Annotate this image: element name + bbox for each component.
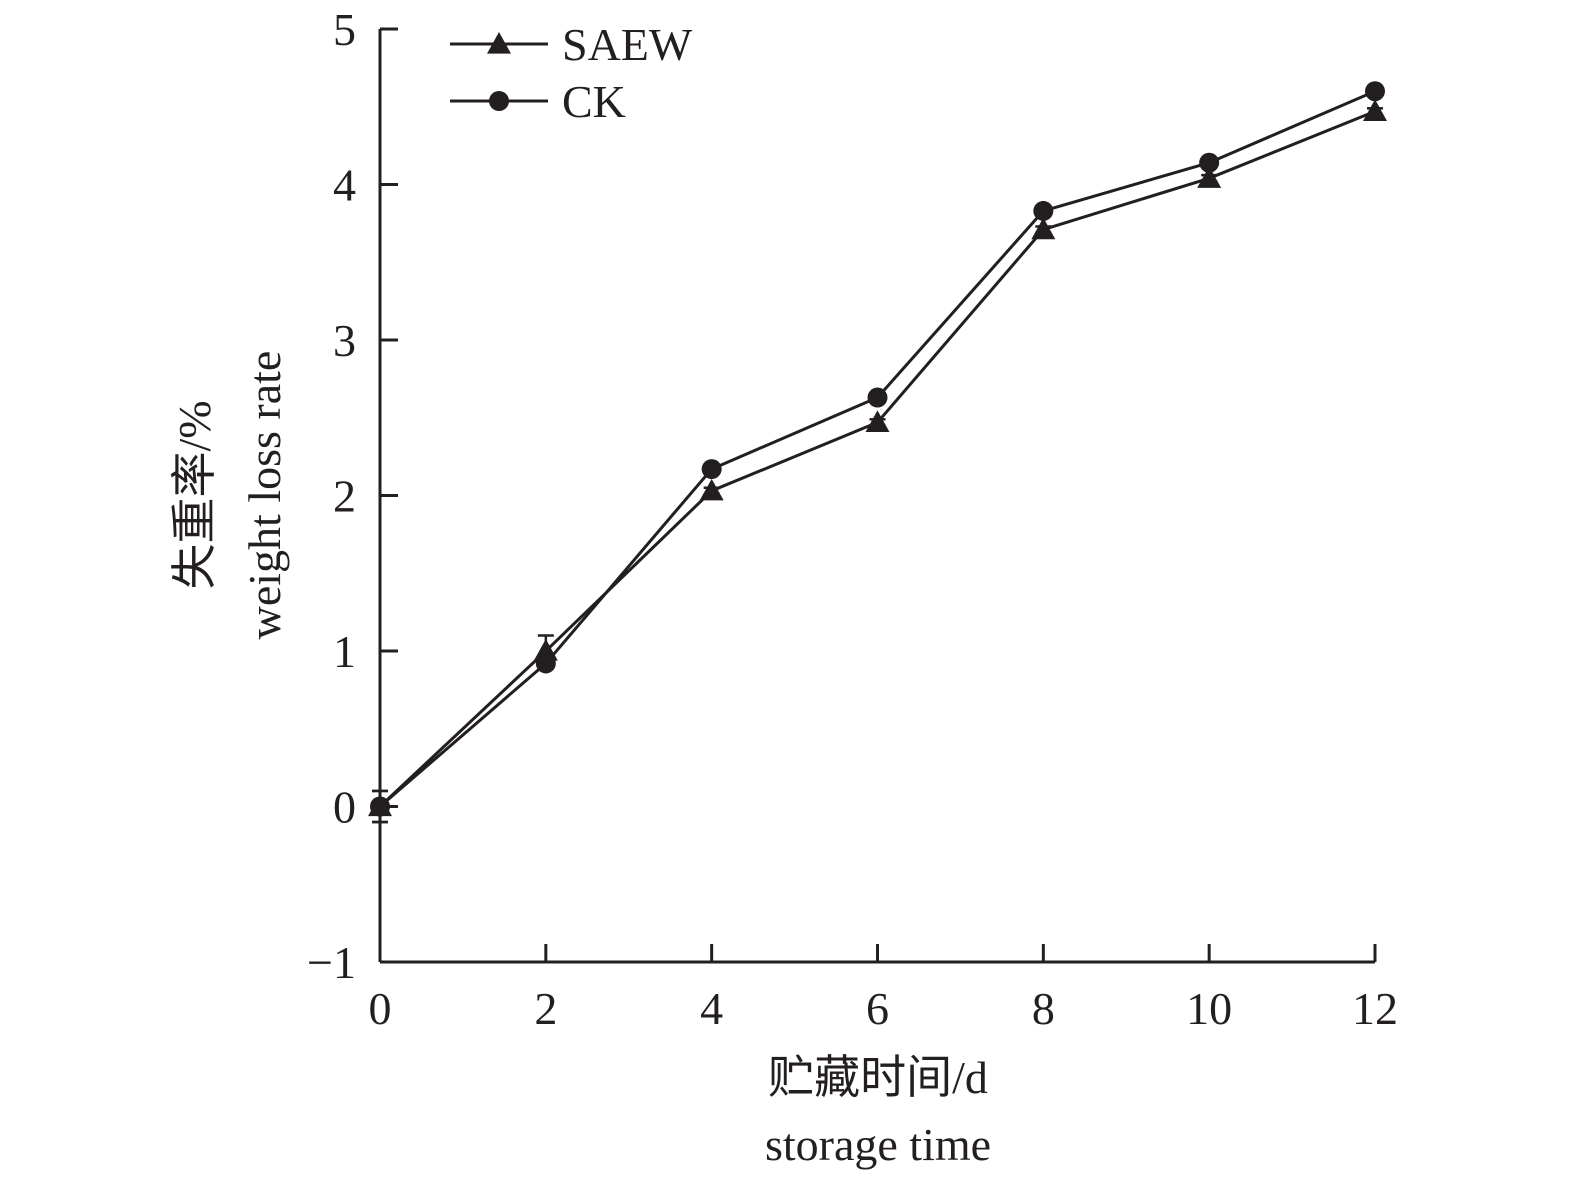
series-ck: [370, 81, 1385, 824]
legend-item-saew: SAEW: [450, 19, 693, 70]
x-axis-label-en: storage time: [765, 1119, 991, 1170]
series-layer: [368, 81, 1387, 824]
data-point-ck: [1365, 81, 1385, 102]
data-point-ck: [701, 459, 722, 480]
data-point-saew: [699, 478, 724, 501]
y-tick-label: −1: [307, 937, 356, 988]
y-tick-label: 1: [333, 626, 356, 677]
series-line-saew: [378, 110, 1376, 808]
y-tick-label: 2: [333, 471, 356, 522]
data-point-ck: [1033, 200, 1054, 221]
data-point-saew: [865, 410, 890, 433]
y-tick-label: 3: [333, 315, 356, 366]
x-tick-label: 2: [534, 983, 557, 1034]
x-tick-label: 8: [1032, 983, 1055, 1034]
data-point-saew: [1197, 166, 1222, 188]
x-tick-label: 12: [1352, 983, 1398, 1034]
legend-item-ck: CK: [450, 76, 626, 127]
x-tick-label: 0: [369, 983, 392, 1034]
legend-label-saew: SAEW: [562, 19, 693, 70]
x-axis-label-cn: 贮藏时间/d: [768, 1052, 988, 1103]
series-line-ck: [379, 89, 1376, 808]
y-axis-label-cn: 失重率/%: [169, 400, 220, 589]
y-tick-label: 0: [333, 782, 356, 833]
data-point-ck: [1199, 152, 1220, 173]
y-tick-label: 5: [333, 4, 356, 55]
y-tick-label: 4: [333, 160, 356, 211]
data-point-ck: [370, 796, 390, 817]
y-axis-label-en: weight loss rate: [239, 351, 290, 640]
x-tick-label: 4: [700, 983, 723, 1034]
data-point-saew: [1031, 217, 1056, 240]
legend: SAEW CK: [450, 19, 693, 127]
data-point-saew: [1363, 99, 1387, 122]
data-point-ck: [867, 387, 888, 408]
series-saew: [368, 99, 1387, 824]
x-tick-label: 6: [866, 983, 889, 1034]
legend-label-ck: CK: [562, 76, 626, 127]
x-tick-label: 10: [1186, 983, 1232, 1034]
data-point-ck: [535, 653, 556, 674]
legend-marker-ck: [489, 91, 509, 111]
legend-marker-saew: [487, 32, 511, 54]
